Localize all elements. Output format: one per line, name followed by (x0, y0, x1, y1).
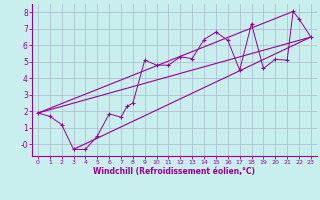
X-axis label: Windchill (Refroidissement éolien,°C): Windchill (Refroidissement éolien,°C) (93, 167, 255, 176)
